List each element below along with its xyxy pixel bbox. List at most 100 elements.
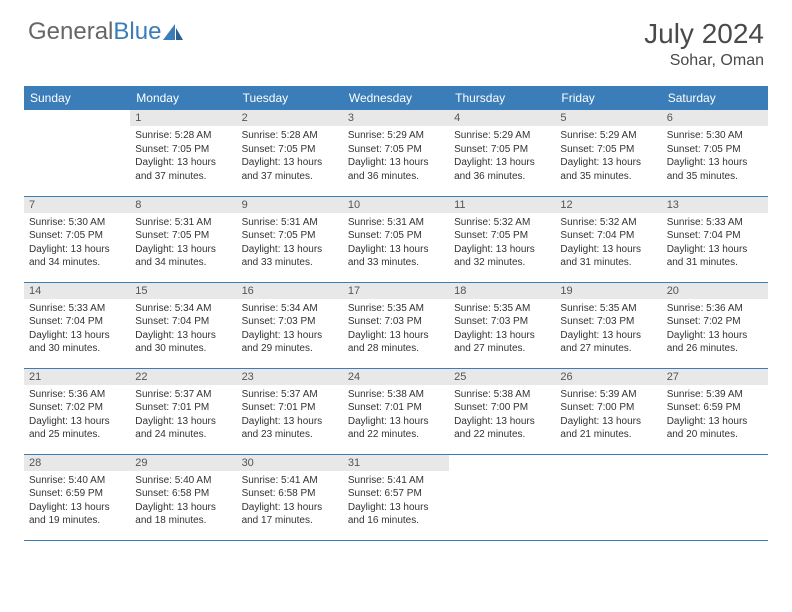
day-content: Sunrise: 5:28 AMSunset: 7:05 PMDaylight:… <box>130 126 236 186</box>
calendar-cell: 2Sunrise: 5:28 AMSunset: 7:05 PMDaylight… <box>237 110 343 196</box>
weekday-header: Friday <box>555 86 661 110</box>
day-content: Sunrise: 5:38 AMSunset: 7:01 PMDaylight:… <box>343 385 449 445</box>
weekday-header: Sunday <box>24 86 130 110</box>
day-number: 12 <box>555 197 661 213</box>
calendar-cell: 10Sunrise: 5:31 AMSunset: 7:05 PMDayligh… <box>343 196 449 282</box>
calendar-cell: 4Sunrise: 5:29 AMSunset: 7:05 PMDaylight… <box>449 110 555 196</box>
day-content: Sunrise: 5:35 AMSunset: 7:03 PMDaylight:… <box>555 299 661 359</box>
calendar-cell: 28Sunrise: 5:40 AMSunset: 6:59 PMDayligh… <box>24 454 130 540</box>
day-number: 5 <box>555 110 661 126</box>
day-content: Sunrise: 5:31 AMSunset: 7:05 PMDaylight:… <box>343 213 449 273</box>
day-number: 19 <box>555 283 661 299</box>
day-content: Sunrise: 5:29 AMSunset: 7:05 PMDaylight:… <box>343 126 449 186</box>
day-number: 16 <box>237 283 343 299</box>
day-number: 17 <box>343 283 449 299</box>
calendar-cell <box>24 110 130 196</box>
day-number: 27 <box>662 369 768 385</box>
calendar-head: SundayMondayTuesdayWednesdayThursdayFrid… <box>24 86 768 110</box>
day-content: Sunrise: 5:30 AMSunset: 7:05 PMDaylight:… <box>24 213 130 273</box>
day-number: 7 <box>24 197 130 213</box>
day-number: 18 <box>449 283 555 299</box>
day-number: 21 <box>24 369 130 385</box>
calendar-cell: 5Sunrise: 5:29 AMSunset: 7:05 PMDaylight… <box>555 110 661 196</box>
calendar-cell: 30Sunrise: 5:41 AMSunset: 6:58 PMDayligh… <box>237 454 343 540</box>
month-year: July 2024 <box>644 18 764 50</box>
day-content: Sunrise: 5:37 AMSunset: 7:01 PMDaylight:… <box>130 385 236 445</box>
calendar-cell: 20Sunrise: 5:36 AMSunset: 7:02 PMDayligh… <box>662 282 768 368</box>
calendar-week-row: 21Sunrise: 5:36 AMSunset: 7:02 PMDayligh… <box>24 368 768 454</box>
weekday-header: Tuesday <box>237 86 343 110</box>
day-content: Sunrise: 5:34 AMSunset: 7:04 PMDaylight:… <box>130 299 236 359</box>
day-content: Sunrise: 5:39 AMSunset: 7:00 PMDaylight:… <box>555 385 661 445</box>
day-number: 26 <box>555 369 661 385</box>
day-number: 30 <box>237 455 343 471</box>
calendar-cell: 26Sunrise: 5:39 AMSunset: 7:00 PMDayligh… <box>555 368 661 454</box>
calendar-cell: 25Sunrise: 5:38 AMSunset: 7:00 PMDayligh… <box>449 368 555 454</box>
calendar-cell: 15Sunrise: 5:34 AMSunset: 7:04 PMDayligh… <box>130 282 236 368</box>
day-content: Sunrise: 5:37 AMSunset: 7:01 PMDaylight:… <box>237 385 343 445</box>
calendar-cell <box>555 454 661 540</box>
day-number: 6 <box>662 110 768 126</box>
calendar-week-row: 28Sunrise: 5:40 AMSunset: 6:59 PMDayligh… <box>24 454 768 540</box>
calendar-body: 1Sunrise: 5:28 AMSunset: 7:05 PMDaylight… <box>24 110 768 540</box>
day-number: 23 <box>237 369 343 385</box>
day-content: Sunrise: 5:29 AMSunset: 7:05 PMDaylight:… <box>555 126 661 186</box>
calendar-cell: 14Sunrise: 5:33 AMSunset: 7:04 PMDayligh… <box>24 282 130 368</box>
location: Sohar, Oman <box>644 52 764 70</box>
calendar-cell: 17Sunrise: 5:35 AMSunset: 7:03 PMDayligh… <box>343 282 449 368</box>
weekday-row: SundayMondayTuesdayWednesdayThursdayFrid… <box>24 86 768 110</box>
calendar-cell: 27Sunrise: 5:39 AMSunset: 6:59 PMDayligh… <box>662 368 768 454</box>
day-number: 14 <box>24 283 130 299</box>
day-content: Sunrise: 5:41 AMSunset: 6:58 PMDaylight:… <box>237 471 343 531</box>
calendar-cell: 29Sunrise: 5:40 AMSunset: 6:58 PMDayligh… <box>130 454 236 540</box>
calendar-cell: 18Sunrise: 5:35 AMSunset: 7:03 PMDayligh… <box>449 282 555 368</box>
day-number: 10 <box>343 197 449 213</box>
day-content: Sunrise: 5:33 AMSunset: 7:04 PMDaylight:… <box>24 299 130 359</box>
day-number: 31 <box>343 455 449 471</box>
calendar-week-row: 1Sunrise: 5:28 AMSunset: 7:05 PMDaylight… <box>24 110 768 196</box>
calendar-cell: 9Sunrise: 5:31 AMSunset: 7:05 PMDaylight… <box>237 196 343 282</box>
day-content: Sunrise: 5:35 AMSunset: 7:03 PMDaylight:… <box>343 299 449 359</box>
calendar-cell: 31Sunrise: 5:41 AMSunset: 6:57 PMDayligh… <box>343 454 449 540</box>
day-number: 8 <box>130 197 236 213</box>
calendar-week-row: 7Sunrise: 5:30 AMSunset: 7:05 PMDaylight… <box>24 196 768 282</box>
day-number: 1 <box>130 110 236 126</box>
day-number: 28 <box>24 455 130 471</box>
day-number: 25 <box>449 369 555 385</box>
day-content: Sunrise: 5:39 AMSunset: 6:59 PMDaylight:… <box>662 385 768 445</box>
day-number: 15 <box>130 283 236 299</box>
calendar-cell <box>449 454 555 540</box>
calendar-cell: 8Sunrise: 5:31 AMSunset: 7:05 PMDaylight… <box>130 196 236 282</box>
day-content: Sunrise: 5:34 AMSunset: 7:03 PMDaylight:… <box>237 299 343 359</box>
day-content: Sunrise: 5:32 AMSunset: 7:04 PMDaylight:… <box>555 213 661 273</box>
day-number: 11 <box>449 197 555 213</box>
logo: GeneralBlue <box>28 18 183 46</box>
day-content: Sunrise: 5:40 AMSunset: 6:58 PMDaylight:… <box>130 471 236 531</box>
day-content: Sunrise: 5:36 AMSunset: 7:02 PMDaylight:… <box>662 299 768 359</box>
day-content: Sunrise: 5:28 AMSunset: 7:05 PMDaylight:… <box>237 126 343 186</box>
weekday-header: Saturday <box>662 86 768 110</box>
calendar-table: SundayMondayTuesdayWednesdayThursdayFrid… <box>24 86 768 541</box>
day-content: Sunrise: 5:38 AMSunset: 7:00 PMDaylight:… <box>449 385 555 445</box>
calendar-cell: 19Sunrise: 5:35 AMSunset: 7:03 PMDayligh… <box>555 282 661 368</box>
calendar-cell: 16Sunrise: 5:34 AMSunset: 7:03 PMDayligh… <box>237 282 343 368</box>
logo-sail-icon <box>163 24 183 40</box>
page-header: GeneralBlue July 2024 Sohar, Oman <box>0 0 792 78</box>
day-number: 22 <box>130 369 236 385</box>
calendar-cell: 13Sunrise: 5:33 AMSunset: 7:04 PMDayligh… <box>662 196 768 282</box>
calendar-cell <box>662 454 768 540</box>
weekday-header: Thursday <box>449 86 555 110</box>
day-number: 9 <box>237 197 343 213</box>
day-number: 29 <box>130 455 236 471</box>
calendar-cell: 12Sunrise: 5:32 AMSunset: 7:04 PMDayligh… <box>555 196 661 282</box>
day-number: 3 <box>343 110 449 126</box>
weekday-header: Monday <box>130 86 236 110</box>
calendar-cell: 1Sunrise: 5:28 AMSunset: 7:05 PMDaylight… <box>130 110 236 196</box>
calendar-cell: 7Sunrise: 5:30 AMSunset: 7:05 PMDaylight… <box>24 196 130 282</box>
day-number: 4 <box>449 110 555 126</box>
day-content: Sunrise: 5:32 AMSunset: 7:05 PMDaylight:… <box>449 213 555 273</box>
day-number: 24 <box>343 369 449 385</box>
calendar-cell: 23Sunrise: 5:37 AMSunset: 7:01 PMDayligh… <box>237 368 343 454</box>
day-content: Sunrise: 5:41 AMSunset: 6:57 PMDaylight:… <box>343 471 449 531</box>
logo-text-2: Blue <box>113 18 161 46</box>
